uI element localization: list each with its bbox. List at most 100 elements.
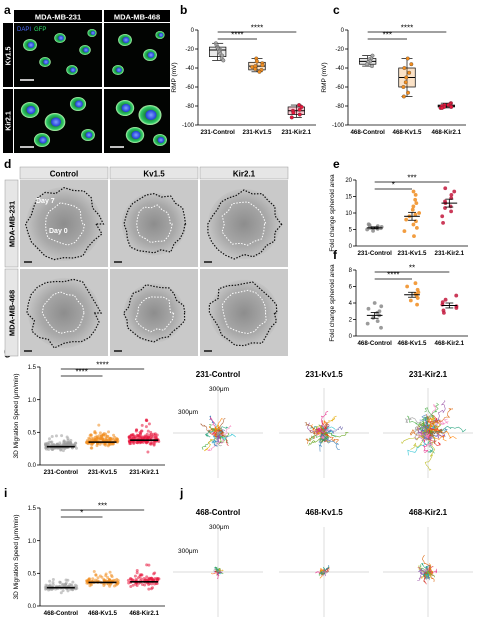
data-point xyxy=(74,587,78,591)
data-point xyxy=(145,563,149,567)
dapi-nucleus xyxy=(83,47,89,53)
y-tick-label: 1.0 xyxy=(28,539,37,545)
data-point xyxy=(366,222,371,227)
data-point xyxy=(61,449,65,453)
cell-trajectory xyxy=(424,432,436,471)
data-point xyxy=(440,214,445,219)
data-point xyxy=(375,319,380,324)
day0-outline xyxy=(136,204,173,244)
cell-trajectory xyxy=(425,571,431,579)
data-point xyxy=(411,189,416,194)
data-point xyxy=(297,107,302,112)
cell-trajectory xyxy=(319,569,325,573)
data-point xyxy=(366,306,371,311)
data-point xyxy=(128,577,132,581)
panel-h-scale-y: 300μm xyxy=(178,409,198,416)
data-point xyxy=(443,297,448,302)
data-point xyxy=(441,221,445,225)
data-point xyxy=(97,423,101,427)
data-point xyxy=(89,433,93,437)
data-point xyxy=(44,446,48,450)
data-point xyxy=(441,308,446,313)
chart-c: 0 -20 -40 -60 -80 -100 RMP (mV) 468-Control 468-… xyxy=(321,24,466,136)
y-axis-label: Fold change spheroid area xyxy=(329,264,336,342)
data-point xyxy=(102,584,106,588)
spheroid-body xyxy=(123,283,185,343)
data-point xyxy=(291,110,296,115)
y-tick-label: 0.5 xyxy=(28,431,37,437)
data-point xyxy=(257,69,262,74)
cell-trajectory xyxy=(315,426,325,434)
data-point xyxy=(143,434,147,438)
panel-d-col-header-kir21: Kir2.1 xyxy=(233,170,256,179)
data-point xyxy=(106,444,110,448)
header-bg xyxy=(19,166,109,180)
dapi-nucleus xyxy=(26,106,36,114)
fluorescent-cells xyxy=(20,29,167,147)
significance-label: **** xyxy=(75,368,87,377)
y-tick-label: -20 xyxy=(185,47,194,53)
data-point xyxy=(413,212,418,217)
panel-a-row-label-kir21: Kir2.1 xyxy=(6,111,13,131)
data-point xyxy=(410,207,415,212)
dapi-nucleus xyxy=(121,104,131,112)
data-point xyxy=(59,591,63,595)
y-tick-label: 1.5 xyxy=(28,365,37,371)
x-tick-label: 231-Control xyxy=(200,129,235,136)
data-point xyxy=(411,204,416,209)
header-bg xyxy=(104,10,170,22)
data-point xyxy=(129,585,133,589)
cell-trajectory xyxy=(427,425,467,435)
data-point xyxy=(153,433,157,437)
y-tick-label: -60 xyxy=(185,85,194,91)
y-tick-label: 5 xyxy=(349,228,353,234)
data-point xyxy=(96,576,100,580)
cell-trajectory xyxy=(410,432,429,450)
x-tick-label: 231-Kv1.5 xyxy=(243,129,272,136)
data-point xyxy=(132,441,136,445)
dapi-nucleus xyxy=(131,131,141,139)
significance-label: *** xyxy=(407,174,416,183)
data-point xyxy=(299,104,304,109)
data-point xyxy=(89,583,93,587)
panel-h-title-231-kir21: 231-Kir2.1 xyxy=(409,370,448,379)
cell-trajectory xyxy=(323,431,349,438)
data-point xyxy=(115,437,119,441)
data-point xyxy=(449,104,454,109)
cell-trajectory xyxy=(304,422,325,435)
cell-trajectory xyxy=(203,432,219,452)
cell-trajectory xyxy=(418,571,429,574)
panel-j-scale-y: 300μm xyxy=(178,548,198,555)
y-tick-label: 0.0 xyxy=(28,604,37,610)
data-point xyxy=(51,580,55,584)
cell-trajectory xyxy=(427,428,457,440)
y-tick-label: 0.0 xyxy=(28,463,37,469)
panel-d: Control Kv1.5 Kir2.1 MDA-MB-231 MDA-MB-4… xyxy=(4,166,289,357)
cell-trajectory xyxy=(418,432,430,439)
dapi-nucleus xyxy=(85,132,93,138)
day7-outline xyxy=(207,189,284,260)
data-point xyxy=(94,573,98,577)
cell-trajectory xyxy=(216,568,219,573)
data-point xyxy=(97,436,101,440)
panel-letter-e: e xyxy=(333,157,340,171)
cell-trajectory xyxy=(426,563,432,573)
day7-outline xyxy=(26,278,103,349)
data-point xyxy=(408,298,413,303)
y-tick-label: 10 xyxy=(345,211,352,217)
data-point xyxy=(411,222,416,227)
row-label-bg xyxy=(4,268,19,357)
data-point xyxy=(406,90,410,95)
y-tick-label: 0 xyxy=(349,244,353,250)
y-tick-label: 1.0 xyxy=(28,398,37,404)
data-point xyxy=(138,436,142,440)
data-point xyxy=(58,584,62,588)
panel-d-row-label-468: MDA-MB-468 xyxy=(8,290,17,336)
day7-outline xyxy=(122,284,186,343)
cell-trajectory xyxy=(217,429,225,435)
data-point xyxy=(155,433,159,437)
data-point xyxy=(127,435,131,439)
data-point xyxy=(106,582,110,586)
significance-label: **** xyxy=(401,24,413,33)
